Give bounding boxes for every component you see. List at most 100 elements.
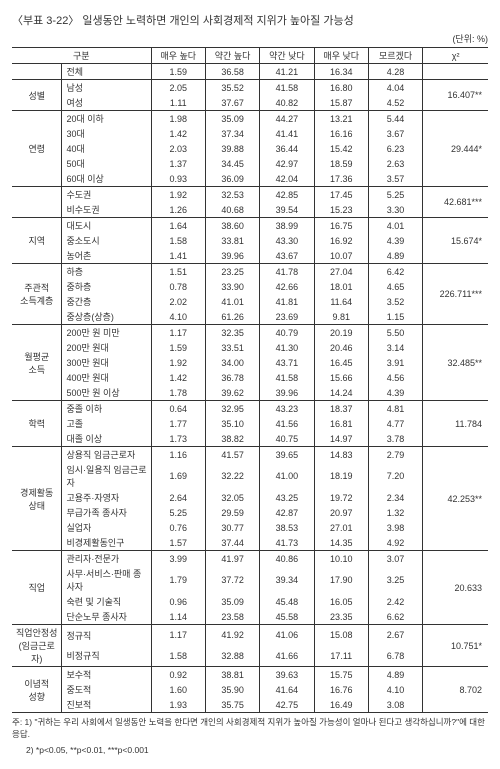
cell: 41.58	[260, 80, 314, 96]
category-cell: 연령	[12, 111, 62, 187]
cell: 중도적	[62, 682, 151, 697]
cell: 38.82	[205, 431, 259, 447]
cell: 6.42	[368, 264, 422, 280]
cell: 농어촌	[62, 248, 151, 264]
cell: 23.58	[205, 609, 259, 625]
cell: 43.71	[260, 355, 314, 370]
cell: 16.16	[314, 126, 368, 141]
table-title: 〈부표 3-22〉 일생동안 노력하면 개인의 사회경제적 지위가 높아질 가능…	[12, 12, 488, 28]
cell: 1.93	[151, 697, 205, 713]
cell: 2.02	[151, 294, 205, 309]
cell: 18.37	[314, 401, 368, 417]
chi-cell: 15.674*	[423, 218, 488, 264]
cell: 4.28	[368, 64, 422, 80]
cell: 3.98	[368, 520, 422, 535]
cell: 35.09	[205, 594, 259, 609]
cell	[12, 64, 62, 80]
cell: 1.17	[151, 325, 205, 341]
cell: 5.25	[151, 505, 205, 520]
cell: 1.73	[151, 431, 205, 447]
cell: 35.90	[205, 682, 259, 697]
cell: 37.44	[205, 535, 259, 551]
cell: 16.05	[314, 594, 368, 609]
cell: 32.53	[205, 187, 259, 203]
cell: 전체	[62, 64, 151, 80]
cell: 41.57	[205, 447, 259, 463]
cell: 44.27	[260, 111, 314, 127]
data-table: 구분 매우 높다 약간 높다 약간 낮다 매우 낮다 모르겠다 χ² 전체1.5…	[12, 47, 488, 713]
cell: 40.79	[260, 325, 314, 341]
cell: 43.23	[260, 401, 314, 417]
cell: 38.60	[205, 218, 259, 234]
cell: 41.92	[205, 625, 259, 646]
cell: 13.21	[314, 111, 368, 127]
cell: 40.86	[260, 551, 314, 567]
cell: 41.73	[260, 535, 314, 551]
cell: 23.69	[260, 309, 314, 325]
cell: 27.04	[314, 264, 368, 280]
cell: 진보적	[62, 697, 151, 713]
cell: 42.75	[260, 697, 314, 713]
cell: 1.78	[151, 385, 205, 401]
footnote-1: 주: 1) "귀하는 우리 사회에서 일생동안 노력을 한다면 개인의 사회경제…	[12, 717, 488, 741]
cell: 5.44	[368, 111, 422, 127]
cell: 16.92	[314, 233, 368, 248]
category-cell: 경제활동상태	[12, 447, 62, 551]
cell: 15.75	[314, 667, 368, 683]
cell: 15.08	[314, 625, 368, 646]
cell: 3.14	[368, 340, 422, 355]
cell: 대졸 이상	[62, 431, 151, 447]
cell: 1.57	[151, 535, 205, 551]
cell: 17.36	[314, 171, 368, 187]
cell: 39.96	[260, 385, 314, 401]
cell: 36.09	[205, 171, 259, 187]
cell: 32.35	[205, 325, 259, 341]
chi-cell: 226.711***	[423, 264, 488, 325]
cell: 30대	[62, 126, 151, 141]
cell: 400만 원대	[62, 370, 151, 385]
category-cell: 직업안정성(임금근로자)	[12, 625, 62, 667]
unit-label: (단위: %)	[12, 32, 488, 45]
cell: 18.19	[314, 462, 368, 490]
cell: 39.88	[205, 141, 259, 156]
header-c2: 약간 높다	[205, 48, 259, 64]
cell: 20.46	[314, 340, 368, 355]
cell: 6.78	[368, 646, 422, 667]
cell: 1.92	[151, 355, 205, 370]
cell: 33.51	[205, 340, 259, 355]
cell: 1.60	[151, 682, 205, 697]
cell: 14.83	[314, 447, 368, 463]
cell: 27.01	[314, 520, 368, 535]
cell: 41.58	[260, 370, 314, 385]
cell: 15.87	[314, 95, 368, 111]
cell: 33.90	[205, 279, 259, 294]
chi-cell: 10.751*	[423, 625, 488, 667]
category-cell: 지역	[12, 218, 62, 264]
chi-cell: 32.485**	[423, 325, 488, 401]
cell: 2.03	[151, 141, 205, 156]
cell: 5.25	[368, 187, 422, 203]
cell: 4.81	[368, 401, 422, 417]
cell: 남성	[62, 80, 151, 96]
cell: 39.62	[205, 385, 259, 401]
cell: 4.10	[368, 682, 422, 697]
cell: 41.21	[260, 64, 314, 80]
cell: 42.87	[260, 505, 314, 520]
cell: 4.56	[368, 370, 422, 385]
cell: 18.01	[314, 279, 368, 294]
cell: 29.59	[205, 505, 259, 520]
cell: 1.26	[151, 202, 205, 218]
cell: 42.66	[260, 279, 314, 294]
category-cell: 직업	[12, 551, 62, 625]
cell: 관리자·전문가	[62, 551, 151, 567]
cell: 41.64	[260, 682, 314, 697]
cell: 1.42	[151, 370, 205, 385]
cell: 0.78	[151, 279, 205, 294]
cell: 37.72	[205, 566, 259, 594]
cell: 3.57	[368, 171, 422, 187]
cell: 3.08	[368, 697, 422, 713]
cell: 6.62	[368, 609, 422, 625]
cell: 40.68	[205, 202, 259, 218]
cell: 200만 원 미만	[62, 325, 151, 341]
cell: 39.96	[205, 248, 259, 264]
